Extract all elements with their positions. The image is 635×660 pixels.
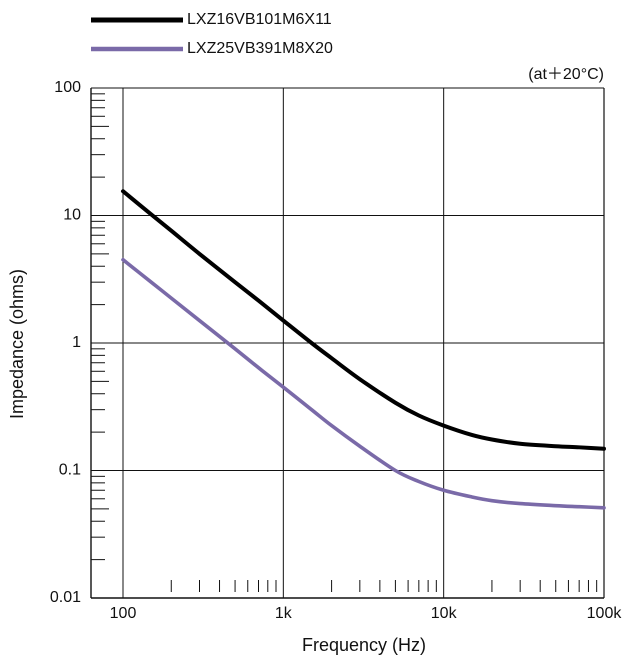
series-line-lxz25vb391m8x20	[121, 257, 606, 510]
legend-layer: LXZ16VB101M6X11 LXZ25VB391M8X20	[91, 11, 333, 57]
grid-layer	[91, 87, 605, 598]
y-tick-label-0-01: 0.01	[50, 589, 81, 606]
y-tick-label-100: 100	[54, 79, 81, 96]
axes-layer: 100 1k 10k 100k 0.01 0.1 1 10 100	[50, 79, 622, 622]
y-axis-label: Impedance (ohms)	[7, 269, 27, 419]
x-tick-label-100: 100	[110, 605, 137, 622]
legend-label-lxz16vb101m6x11: LXZ16VB101M6X11	[187, 11, 332, 28]
x-tick-label-10k: 10k	[431, 605, 458, 622]
legend-label-lxz25vb391m8x20: LXZ25VB391M8X20	[187, 40, 333, 57]
x-tick-label-1k: 1k	[275, 605, 293, 622]
y-tick-label-1: 1	[72, 334, 81, 351]
y-tick-label-10: 10	[63, 207, 81, 224]
x-tick-label-100k: 100k	[587, 605, 623, 622]
series-layer	[121, 189, 606, 510]
y-tick-label-0-1: 0.1	[59, 462, 81, 479]
x-axis-label: Frequency (Hz)	[302, 635, 426, 655]
temperature-annotation: (at＋20°C)	[528, 66, 604, 83]
series-line-lxz16vb101m6x11	[121, 189, 606, 451]
